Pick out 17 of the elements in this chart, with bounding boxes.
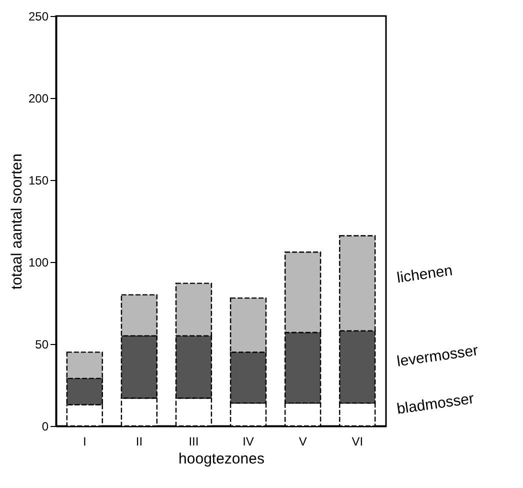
text: levermosser	[396, 342, 480, 370]
y-tick-label: 250	[28, 10, 49, 24]
x-axis-title: hoogtezones	[178, 450, 264, 468]
text: lichenen	[396, 262, 454, 287]
y-tick-label: 50	[35, 338, 49, 352]
x-tick-label: IV	[242, 434, 254, 448]
x-tick-label: V	[298, 434, 307, 448]
y-tick-label: 0	[42, 420, 49, 434]
x-tick-label: II	[136, 434, 143, 448]
y-tick-label: 150	[28, 174, 49, 188]
text: bladmosser	[396, 390, 476, 418]
y-tick-label: 100	[28, 256, 49, 270]
y-axis-title: totaal aantal soorten	[8, 154, 26, 290]
x-tick-label: III	[188, 434, 199, 448]
x-tick-label: I	[82, 434, 86, 448]
y-tick-label: 200	[28, 92, 49, 106]
x-tick-label: VI	[352, 434, 364, 448]
